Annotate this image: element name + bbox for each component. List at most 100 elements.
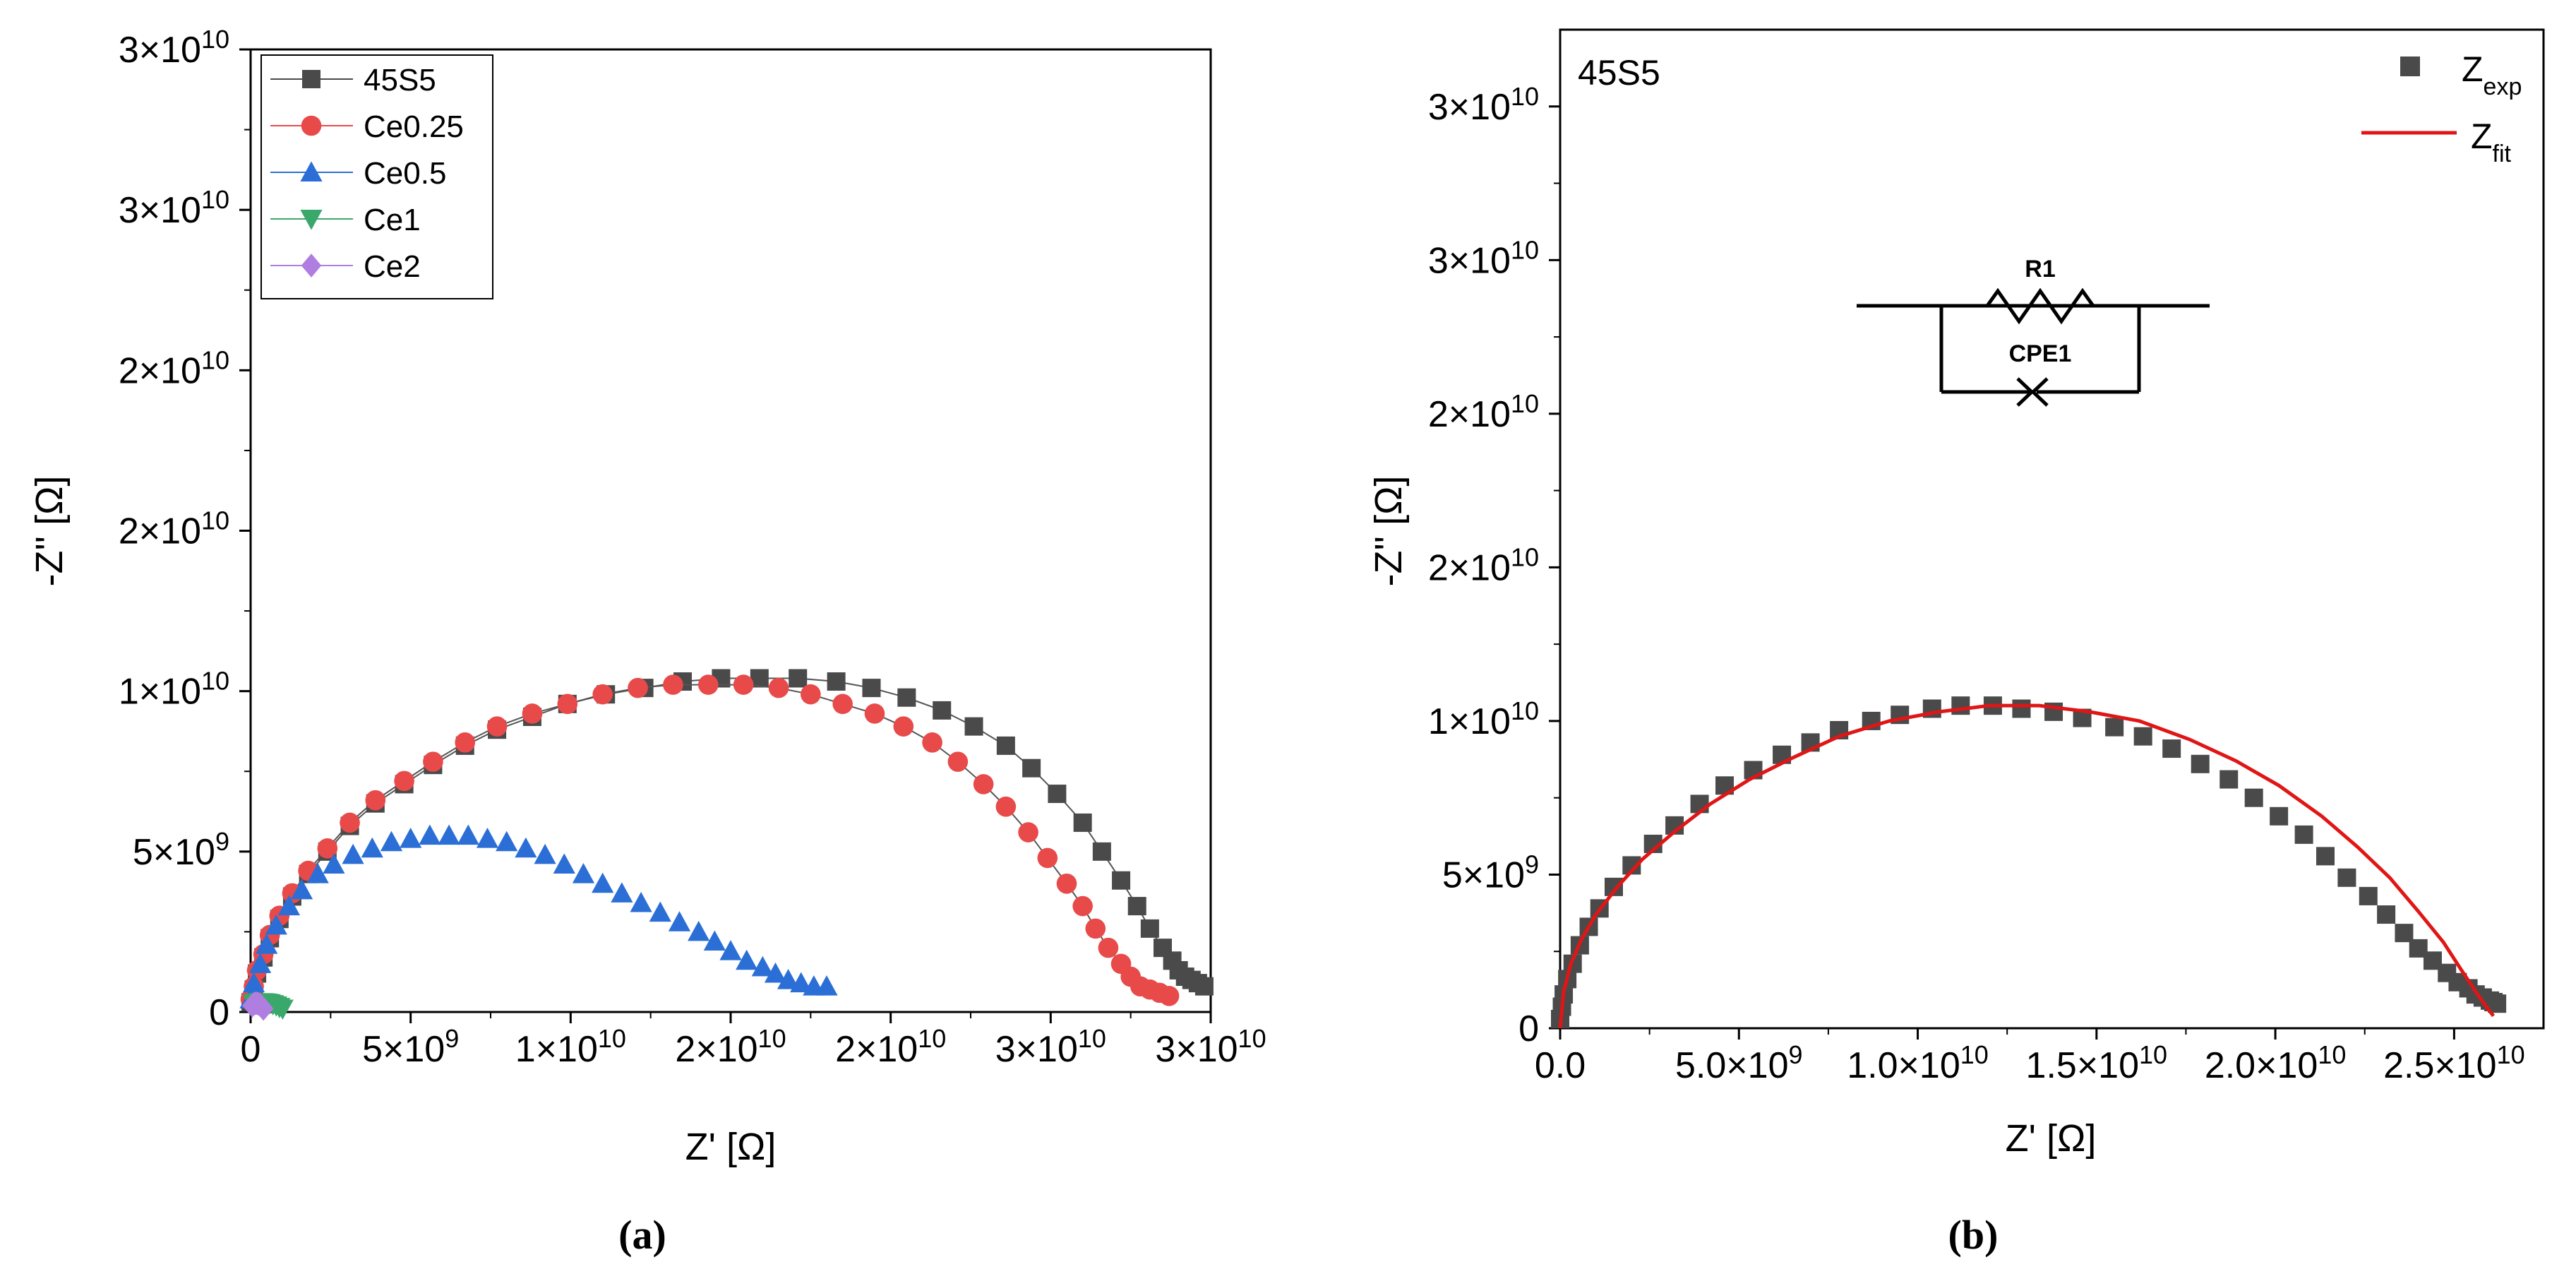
data-point bbox=[996, 736, 1015, 755]
x-tick-label: 5.0×109 bbox=[1675, 1040, 1803, 1086]
data-point bbox=[751, 956, 774, 977]
data-point bbox=[1951, 696, 1970, 715]
data-point bbox=[256, 933, 278, 954]
data-point bbox=[1073, 813, 1092, 832]
data-point bbox=[496, 831, 518, 852]
data-point bbox=[777, 968, 800, 989]
panel-a-chart: 0 5×109 1×1010 2×1010 2×1010 3×1010 3×1010 0 5×1… bbox=[28, 25, 1266, 1258]
data-point bbox=[719, 940, 742, 960]
data-point bbox=[2162, 739, 2181, 758]
data-point bbox=[592, 684, 613, 705]
data-point bbox=[1194, 977, 1214, 996]
y-tick-label: 2×1010 bbox=[1428, 389, 1539, 435]
data-point bbox=[801, 684, 821, 705]
series-4 bbox=[241, 991, 274, 1021]
y-tick-label: 3×1010 bbox=[1428, 235, 1539, 281]
data-point bbox=[703, 930, 726, 951]
data-point bbox=[947, 751, 969, 772]
y-tick-label: 0 bbox=[1518, 1008, 1539, 1049]
legend-marker bbox=[301, 254, 322, 278]
legend-marker bbox=[300, 210, 323, 230]
data-point bbox=[457, 824, 479, 845]
x-tick-label: 3×1010 bbox=[995, 1024, 1106, 1070]
data-point bbox=[249, 953, 272, 973]
series-1 bbox=[1558, 703, 2496, 1029]
legend-label: Ce0.5 bbox=[364, 156, 446, 191]
series-0 bbox=[1551, 696, 2507, 1028]
x-tick-label: 2.5×1010 bbox=[2383, 1040, 2525, 1086]
data-point bbox=[423, 751, 443, 772]
data-point bbox=[592, 872, 614, 893]
data-point bbox=[455, 732, 476, 753]
legend-label: Ce2 bbox=[364, 249, 421, 284]
data-point bbox=[1072, 895, 1093, 917]
data-point bbox=[1048, 785, 1067, 804]
x-tick-label: 2×1010 bbox=[675, 1024, 786, 1070]
legend-label: 45S5 bbox=[364, 63, 436, 97]
data-point bbox=[306, 863, 329, 883]
data-point bbox=[2270, 806, 2289, 826]
panel-b-y-axis-title: -Z'' [Ω] bbox=[1367, 476, 1410, 587]
series-line bbox=[1558, 703, 2496, 1029]
panel-a-label: (a) bbox=[618, 1212, 666, 1258]
data-point bbox=[361, 837, 383, 858]
x-tick-label: 1.5×1010 bbox=[2026, 1040, 2168, 1086]
data-point bbox=[893, 716, 914, 737]
data-point bbox=[922, 732, 942, 753]
data-point bbox=[933, 701, 952, 720]
data-point bbox=[1127, 897, 1146, 916]
y-tick-label: 2×1010 bbox=[119, 506, 229, 552]
data-point bbox=[2219, 770, 2239, 789]
data-point bbox=[964, 717, 983, 736]
data-point bbox=[649, 901, 671, 922]
data-point bbox=[1140, 919, 1159, 938]
data-point bbox=[1085, 918, 1106, 939]
panel-b-legend: Zexp Zfit bbox=[2361, 49, 2522, 167]
data-point bbox=[630, 891, 652, 912]
data-point bbox=[2012, 699, 2031, 718]
y-tick-label: 2×1010 bbox=[119, 345, 229, 391]
y-tick-label: 1×1010 bbox=[119, 667, 229, 713]
data-point bbox=[736, 949, 758, 970]
data-point bbox=[1112, 871, 1131, 890]
data-point bbox=[317, 838, 338, 859]
data-point bbox=[1037, 847, 1058, 869]
data-point bbox=[697, 674, 719, 695]
y-tick-label: 3×1010 bbox=[119, 185, 229, 231]
panel-b-corner-label: 45S5 bbox=[1578, 53, 1660, 93]
legend-marker bbox=[302, 70, 320, 88]
x-tick-label: 0.0 bbox=[1535, 1045, 1586, 1086]
data-point bbox=[522, 703, 543, 724]
data-point bbox=[864, 703, 885, 724]
data-point bbox=[265, 914, 287, 935]
y-tick-label: 0 bbox=[209, 992, 229, 1033]
panel-a-legend: 45S5 Ce0.25 Ce0.5 Ce1 Ce2 bbox=[260, 54, 493, 299]
panel-a-x-axis-title: Z' [Ω] bbox=[685, 1126, 777, 1168]
data-point bbox=[394, 770, 414, 792]
data-point bbox=[1098, 937, 1119, 958]
resistor-symbol bbox=[1941, 287, 2139, 325]
data-point bbox=[862, 679, 881, 698]
data-point bbox=[400, 828, 422, 848]
y-tick-label: 5×109 bbox=[133, 827, 229, 873]
x-tick-label: 2.0×1010 bbox=[2205, 1040, 2347, 1086]
data-point bbox=[827, 672, 846, 691]
data-point bbox=[253, 996, 274, 1021]
resistor-label: R1 bbox=[2025, 256, 2055, 282]
data-point bbox=[973, 774, 994, 794]
data-point bbox=[1018, 822, 1038, 843]
data-point bbox=[476, 828, 499, 848]
data-point bbox=[815, 975, 838, 996]
data-point bbox=[995, 796, 1017, 817]
x-tick-label: 0 bbox=[241, 1029, 261, 1070]
data-point bbox=[1056, 873, 1077, 894]
y-tick-label: 3×1010 bbox=[1428, 82, 1539, 128]
data-point bbox=[342, 843, 364, 864]
legend-marker bbox=[300, 161, 323, 181]
x-tick-label: 5×109 bbox=[362, 1024, 459, 1070]
data-point bbox=[790, 972, 813, 993]
data-point bbox=[2191, 754, 2210, 773]
data-point bbox=[768, 677, 789, 698]
legend-label: Ce0.25 bbox=[364, 109, 464, 144]
data-point bbox=[365, 790, 386, 811]
